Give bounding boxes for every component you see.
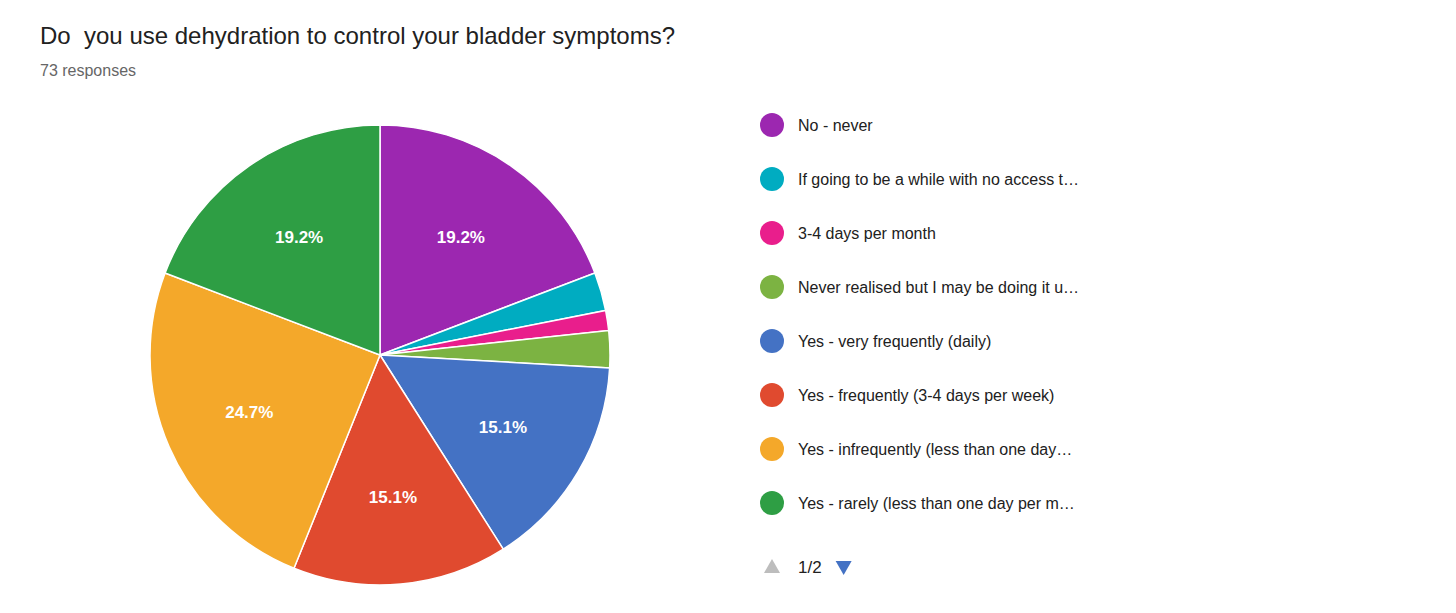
legend-label: Yes - infrequently (less than one day… — [798, 441, 1072, 458]
data-labels: 19.2% 15.1% 15.1% 24.7% 19.2% — [225, 228, 527, 506]
subtitle: 73 responses — [40, 62, 136, 79]
legend-page-up — [764, 559, 780, 573]
legend-label: No - never — [798, 117, 873, 134]
data-label: 15.1% — [369, 488, 417, 507]
data-label: 15.1% — [479, 418, 527, 437]
legend-swatch — [760, 383, 784, 407]
chart: Do you use dehydration to control your b… — [0, 0, 1456, 613]
pie — [150, 125, 610, 585]
pie-slice — [165, 125, 380, 355]
legend-swatch — [760, 329, 784, 353]
data-label: 19.2% — [437, 228, 485, 247]
data-label: 19.2% — [275, 228, 323, 247]
data-label: 24.7% — [225, 403, 273, 422]
legend-label: Yes - very frequently (daily) — [798, 333, 991, 350]
legend-page-down — [836, 561, 852, 575]
legend: No - never If going to be a while with no… — [760, 113, 1079, 577]
chart-container: Do you use dehydration to control your b… — [0, 0, 1456, 613]
legend-label: 3-4 days per month — [798, 225, 936, 242]
legend-swatch — [760, 221, 784, 245]
legend-label: Yes - rarely (less than one day per m… — [798, 495, 1075, 512]
title: Do you use dehydration to control your b… — [40, 22, 675, 49]
legend-label: If going to be a while with no access t… — [798, 171, 1079, 188]
legend-swatch — [760, 275, 784, 299]
legend-swatch — [760, 113, 784, 137]
background — [0, 0, 1456, 613]
legend-swatch — [760, 437, 784, 461]
legend-label: Never realised but I may be doing it u… — [798, 279, 1079, 296]
legend-page-text: 1/2 — [798, 558, 822, 577]
legend-swatch — [760, 491, 784, 515]
legend-swatch — [760, 167, 784, 191]
legend-label: Yes - frequently (3-4 days per week) — [798, 387, 1054, 404]
